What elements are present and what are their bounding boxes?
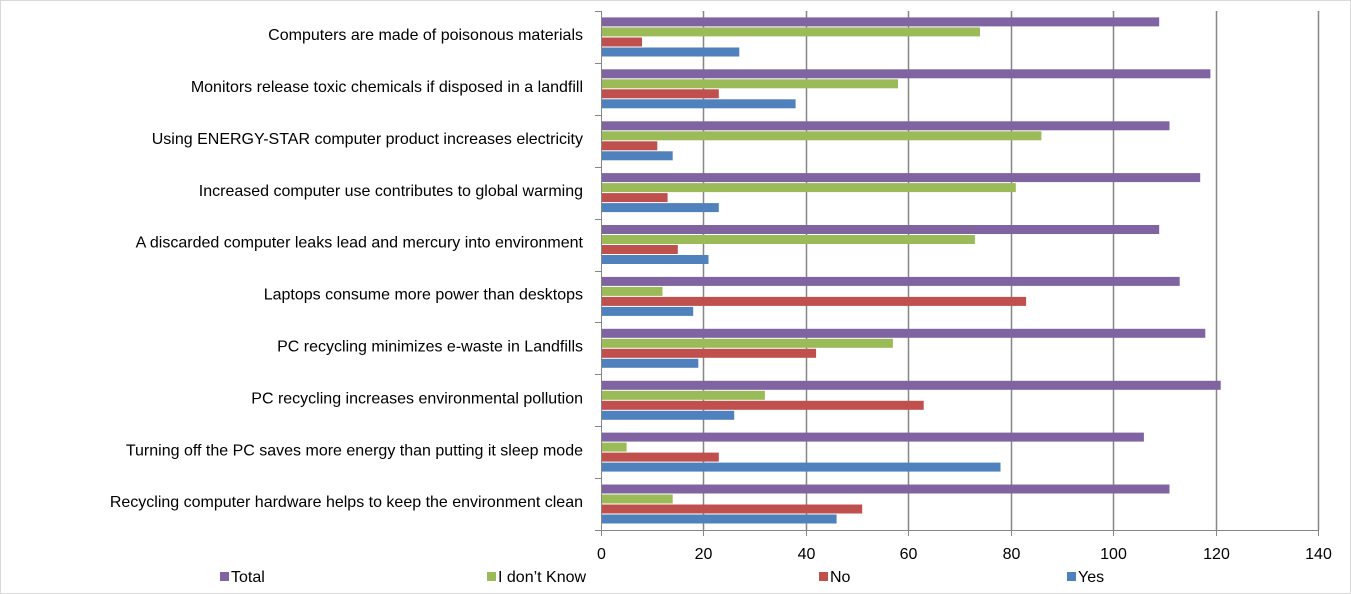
bar-no-2 (601, 89, 719, 99)
bar-total-8 (601, 380, 1221, 390)
bar-no-4 (601, 193, 668, 203)
bar-i-don-t-know-1 (601, 27, 980, 37)
bar-total-9 (601, 432, 1144, 442)
bar-yes-9 (601, 462, 1001, 472)
bar-i-don-t-know-7 (601, 338, 893, 348)
bar-no-5 (601, 245, 678, 254)
bar-i-don-t-know-10 (601, 494, 673, 504)
legend-swatch-yes (1067, 572, 1076, 581)
bar-no-7 (601, 348, 817, 358)
bar-total-1 (601, 17, 1160, 27)
bar-i-don-t-know-2 (601, 79, 898, 89)
category-label: PC recycling increases environmental pol… (251, 391, 583, 408)
bar-i-don-t-know-3 (601, 131, 1042, 141)
bar-yes-3 (601, 151, 673, 161)
x-tick-label: 0 (597, 546, 606, 563)
bar-no-9 (601, 452, 719, 462)
bar-i-don-t-know-5 (601, 235, 975, 244)
bar-total-3 (601, 121, 1170, 131)
category-label: Increased computer use contributes to gl… (199, 183, 583, 200)
bar-total-7 (601, 328, 1206, 338)
category-label: Recycling computer hardware helps to kee… (110, 494, 583, 511)
legend-label: I don’t Know (498, 569, 587, 586)
x-tick-labels: 0 20 40 60 80 100 120 140 (597, 546, 1332, 563)
bar-no-8 (601, 400, 924, 410)
x-tick-label: 20 (695, 546, 713, 563)
x-tick-label: 120 (1203, 546, 1230, 563)
x-tick-label: 60 (900, 546, 918, 563)
bar-yes-8 (601, 410, 735, 420)
category-label: Laptops consume more power than desktops (264, 287, 583, 304)
bar-total-10 (601, 484, 1170, 494)
category-label: Monitors release toxic chemicals if disp… (191, 79, 583, 96)
bar-no-10 (601, 504, 863, 514)
legend-label: Yes (1078, 569, 1104, 586)
category-label: Turning off the PC saves more energy tha… (126, 442, 583, 459)
x-tick-label: 80 (1003, 546, 1021, 563)
bar-total-5 (601, 225, 1160, 234)
bar-yes-10 (601, 514, 837, 524)
x-tick-label: 140 (1305, 546, 1332, 563)
x-tick-label: 40 (798, 546, 816, 563)
category-labels: Computers are made of poisonous material… (110, 27, 584, 511)
bar-i-don-t-know-9 (601, 442, 627, 452)
x-tick-label: 100 (1100, 546, 1127, 563)
bars (601, 17, 1221, 524)
bar-yes-1 (601, 47, 740, 57)
legend-swatch-i-don-t-know (487, 572, 496, 581)
category-label: Computers are made of poisonous material… (268, 27, 583, 44)
bar-i-don-t-know-4 (601, 183, 1016, 193)
bar-total-4 (601, 173, 1201, 183)
bar-total-6 (601, 276, 1180, 286)
bar-no-6 (601, 296, 1027, 306)
bar-yes-2 (601, 99, 796, 109)
bar-yes-5 (601, 255, 709, 264)
legend-swatch-no (819, 572, 828, 581)
legend-label: Total (231, 569, 265, 586)
bar-no-3 (601, 141, 658, 151)
category-label: A discarded computer leaks lead and merc… (136, 235, 584, 252)
bar-yes-7 (601, 358, 699, 368)
legend-label: No (830, 569, 851, 586)
legend: Total I don’t Know No Yes (220, 569, 1104, 586)
category-label: Using ENERGY-STAR computer product incre… (152, 131, 583, 148)
legend-swatch-total (220, 572, 229, 581)
axes (595, 11, 1319, 536)
category-label: PC recycling minimizes e-waste in Landfi… (277, 339, 583, 356)
bar-yes-4 (601, 203, 719, 213)
bar-no-1 (601, 37, 642, 47)
bar-yes-6 (601, 306, 694, 316)
bar-i-don-t-know-6 (601, 286, 663, 296)
bar-i-don-t-know-8 (601, 390, 765, 400)
bar-total-2 (601, 69, 1211, 79)
